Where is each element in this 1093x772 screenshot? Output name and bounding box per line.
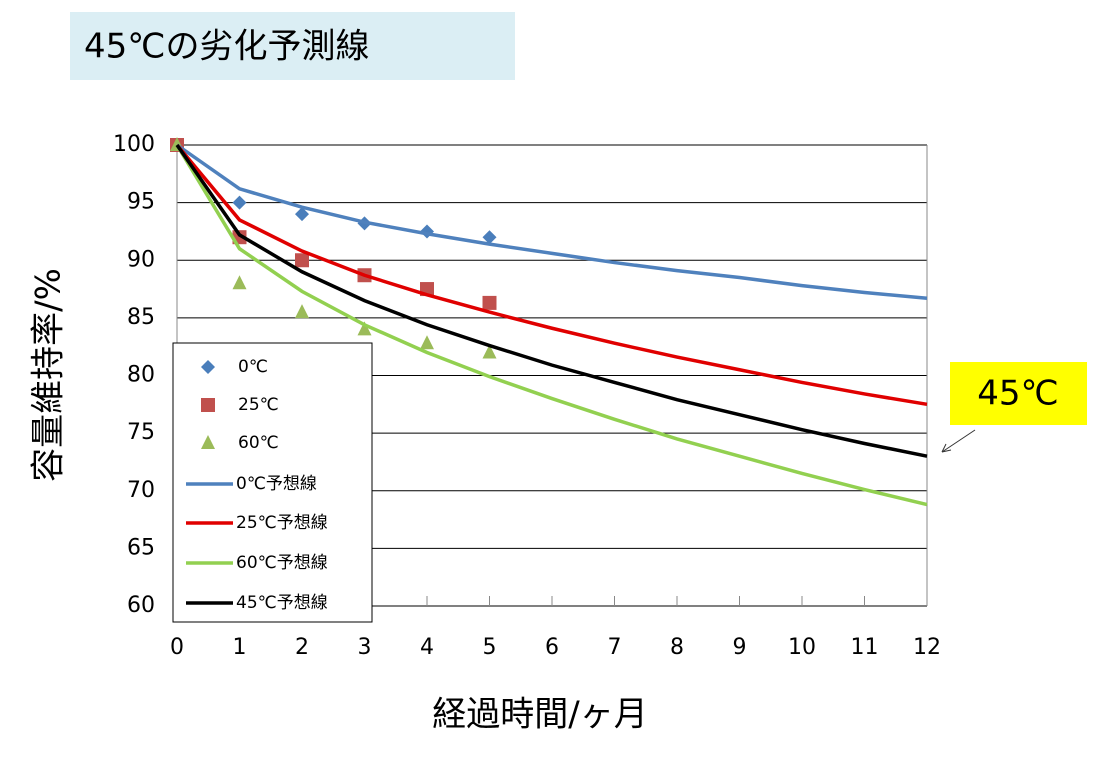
x-tick-label: 1 <box>233 635 247 660</box>
y-axis-label: 容量維持率/% <box>29 268 69 482</box>
marker <box>295 207 309 222</box>
x-tick-label: 2 <box>295 635 309 660</box>
x-tick-label: 10 <box>788 635 816 660</box>
series-line <box>175 144 928 507</box>
series-line <box>175 143 928 407</box>
y-tick-label: 75 <box>127 420 155 445</box>
series-line <box>175 143 928 301</box>
marker <box>232 275 247 290</box>
y-tick-label: 65 <box>127 535 155 560</box>
title-box <box>70 12 515 80</box>
legend-label: 45℃予想線 <box>236 593 328 613</box>
marker <box>201 435 215 449</box>
marker <box>295 253 309 268</box>
marker <box>482 230 497 245</box>
chart-title: 45℃の劣化予測線 <box>84 27 369 67</box>
y-tick-label: 90 <box>127 247 155 272</box>
y-tick-label: 60 <box>127 593 155 618</box>
annotation-arrow <box>941 429 976 453</box>
marker <box>232 195 247 210</box>
marker <box>482 295 497 310</box>
marker <box>482 344 497 359</box>
y-tick-label: 95 <box>127 190 155 215</box>
x-tick-label: 4 <box>420 635 434 660</box>
marker <box>420 335 434 350</box>
legend-label: 25℃ <box>238 395 279 415</box>
marker <box>295 304 309 319</box>
annotation-box <box>950 362 1087 425</box>
legend-label: 0℃ <box>238 357 268 377</box>
marker <box>201 398 215 412</box>
legend-label: 60℃ <box>238 433 279 453</box>
marker <box>357 321 372 336</box>
x-tick-label: 12 <box>913 635 941 660</box>
y-tick-label: 80 <box>127 363 155 388</box>
arrow-head <box>941 443 952 453</box>
annotation: 45℃ <box>977 374 1058 414</box>
x-tick-label: 3 <box>358 635 372 660</box>
y-tick-label: 85 <box>127 305 155 330</box>
y-tick-label: 70 <box>127 478 155 503</box>
x-tick-label: 9 <box>733 635 747 660</box>
legend-label: 25℃予想線 <box>236 513 328 533</box>
x-axis-label: 経過時間/ヶ月 <box>432 695 647 735</box>
series-line <box>175 144 928 458</box>
x-tick-label: 11 <box>851 635 879 660</box>
legend: 0℃ 25℃ 60℃ 0℃予想線 25℃予想線 60℃予想線 45℃予想線 <box>172 342 373 623</box>
legend-label: 0℃予想線 <box>236 474 317 494</box>
y-tick-label: 100 <box>113 132 155 157</box>
x-tick-label: 5 <box>483 635 497 660</box>
legend-label: 60℃予想線 <box>236 553 328 573</box>
marker <box>201 360 215 374</box>
x-tick-label: 6 <box>545 635 559 660</box>
x-tick-label: 0 <box>170 635 184 660</box>
x-tick-label: 8 <box>670 635 684 660</box>
x-tick-label: 7 <box>608 635 622 660</box>
